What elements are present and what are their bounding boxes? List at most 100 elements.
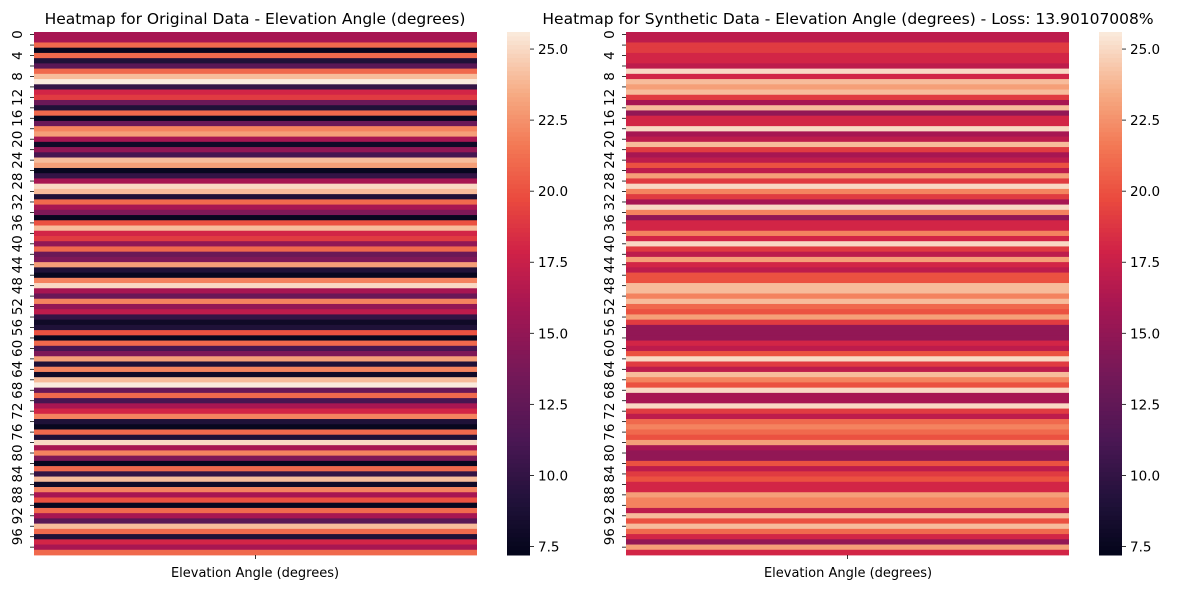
x-axis-label: Elevation Angle (degrees): [764, 566, 932, 581]
colorbar-segment: [1099, 88, 1122, 94]
chart-title: Heatmap for Original Data - Elevation An…: [45, 10, 466, 28]
heatmap-cell: [626, 398, 1069, 404]
colorbar-segment: [507, 140, 530, 146]
heatmap-cell: [34, 309, 477, 315]
row-tick-label: 88: [10, 486, 26, 503]
colorbar-segment: [507, 520, 530, 525]
colorbar-segment: [1099, 358, 1122, 364]
colorbar-segment: [507, 524, 530, 530]
colorbar-segment: [1099, 411, 1122, 417]
heatmap-cell: [34, 194, 477, 200]
colorbar-segment: [507, 476, 530, 482]
heatmap-cell: [626, 215, 1069, 221]
colorbar-segment: [1099, 123, 1122, 129]
colorbar-segment: [1099, 476, 1122, 482]
heatmap-cell: [626, 267, 1069, 273]
colorbar-segment: [1099, 380, 1122, 386]
heatmap-cell: [34, 79, 477, 85]
colorbar-segment: [507, 36, 530, 42]
colorbar-segment: [507, 88, 530, 94]
heatmap-cell: [34, 157, 477, 164]
colorbar-segment: [1099, 511, 1122, 517]
colorbar-segment: [1099, 53, 1122, 59]
colorbar-segment: [1099, 262, 1122, 268]
row-tick-label: 68: [602, 382, 618, 399]
heatmap-cell: [34, 371, 477, 378]
heatmap-cell: [626, 460, 1069, 467]
colorbar-segment: [507, 171, 530, 177]
row-tick-label: 24: [10, 152, 26, 169]
colorbar-segment: [507, 380, 530, 386]
heatmap-cell: [626, 241, 1069, 247]
heatmap-cell: [626, 32, 1069, 38]
colorbar-segment: [1099, 145, 1122, 151]
heatmap-cell: [626, 403, 1069, 409]
row-tick-label: 28: [10, 172, 26, 189]
colorbar-tick-label: 15.0: [538, 326, 568, 342]
colorbar-segment: [1099, 406, 1122, 412]
colorbar-tick-label: 25.0: [1130, 42, 1160, 58]
colorbar-segment: [507, 406, 530, 412]
heatmap-cell: [34, 277, 477, 284]
colorbar-segment: [507, 154, 530, 159]
colorbar-segment: [507, 472, 530, 478]
row-tick-label: 0: [10, 30, 26, 39]
heatmap-cell: [34, 225, 477, 232]
heatmap-cell: [626, 492, 1069, 498]
colorbar-segment: [1099, 101, 1122, 107]
heatmap-cell: [34, 272, 477, 279]
heatmap-cell: [626, 79, 1069, 85]
heatmap-cell: [626, 523, 1069, 530]
row-tick-label: 20: [10, 131, 26, 148]
heatmap-cell: [626, 424, 1069, 430]
heatmap-cell: [626, 131, 1069, 137]
row-tick-label: 16: [10, 110, 26, 127]
heatmap-cell: [626, 194, 1069, 200]
colorbar-segment: [507, 498, 530, 504]
heatmap-cell: [626, 319, 1069, 326]
heatmap-cell: [34, 126, 477, 132]
heatmap-cell: [626, 309, 1069, 315]
heatmap-cell: [626, 183, 1069, 190]
colorbar-segment: [507, 219, 530, 225]
colorbar-segment: [507, 106, 530, 111]
row-tick-label: 12: [602, 89, 618, 106]
row-tick-label: 8: [10, 72, 26, 81]
heatmap-cell: [626, 209, 1069, 216]
heatmap-cell: [34, 188, 477, 195]
colorbar-segment: [1099, 297, 1122, 303]
heatmap-cell: [626, 544, 1069, 551]
colorbar-segment: [507, 354, 530, 360]
heatmap-cell: [34, 183, 477, 190]
colorbar-segment: [1099, 432, 1122, 438]
colorbar-tick-label: 17.5: [538, 255, 568, 271]
heatmap-cell: [34, 303, 477, 310]
colorbar-segment: [507, 537, 530, 543]
heatmap-cell: [34, 382, 477, 389]
colorbar-segment: [1099, 110, 1122, 116]
colorbar-segment: [507, 511, 530, 517]
colorbar-segment: [1099, 376, 1122, 382]
heatmap-cell: [626, 534, 1069, 540]
row-tick-label: 32: [602, 193, 618, 210]
colorbar: 7.5 10.0 12.5 15.0 17.5 20.0 22.5 25.0: [507, 32, 568, 556]
colorbar-segment: [507, 232, 530, 238]
row-tick-label: 80: [10, 444, 26, 461]
colorbar-segment: [507, 45, 530, 50]
heatmap-cell: [626, 356, 1069, 362]
heatmap-cell: [34, 110, 477, 117]
colorbar-segment: [1099, 241, 1122, 247]
colorbar-segment: [507, 310, 530, 316]
colorbar-segment: [507, 389, 530, 395]
row-tick-label: 76: [602, 424, 618, 441]
colorbar-segment: [507, 467, 530, 473]
row-tick-label: 84: [10, 465, 26, 482]
colorbar-segment: [1099, 293, 1122, 299]
heatmap-cell: [34, 52, 477, 59]
row-tick-label: 16: [602, 110, 618, 127]
heatmap-cell: [34, 335, 477, 341]
colorbar-segment: [507, 350, 530, 356]
colorbar-segment: [1099, 36, 1122, 42]
colorbar-segment: [1099, 167, 1122, 172]
row-tick-label: 52: [602, 298, 618, 315]
